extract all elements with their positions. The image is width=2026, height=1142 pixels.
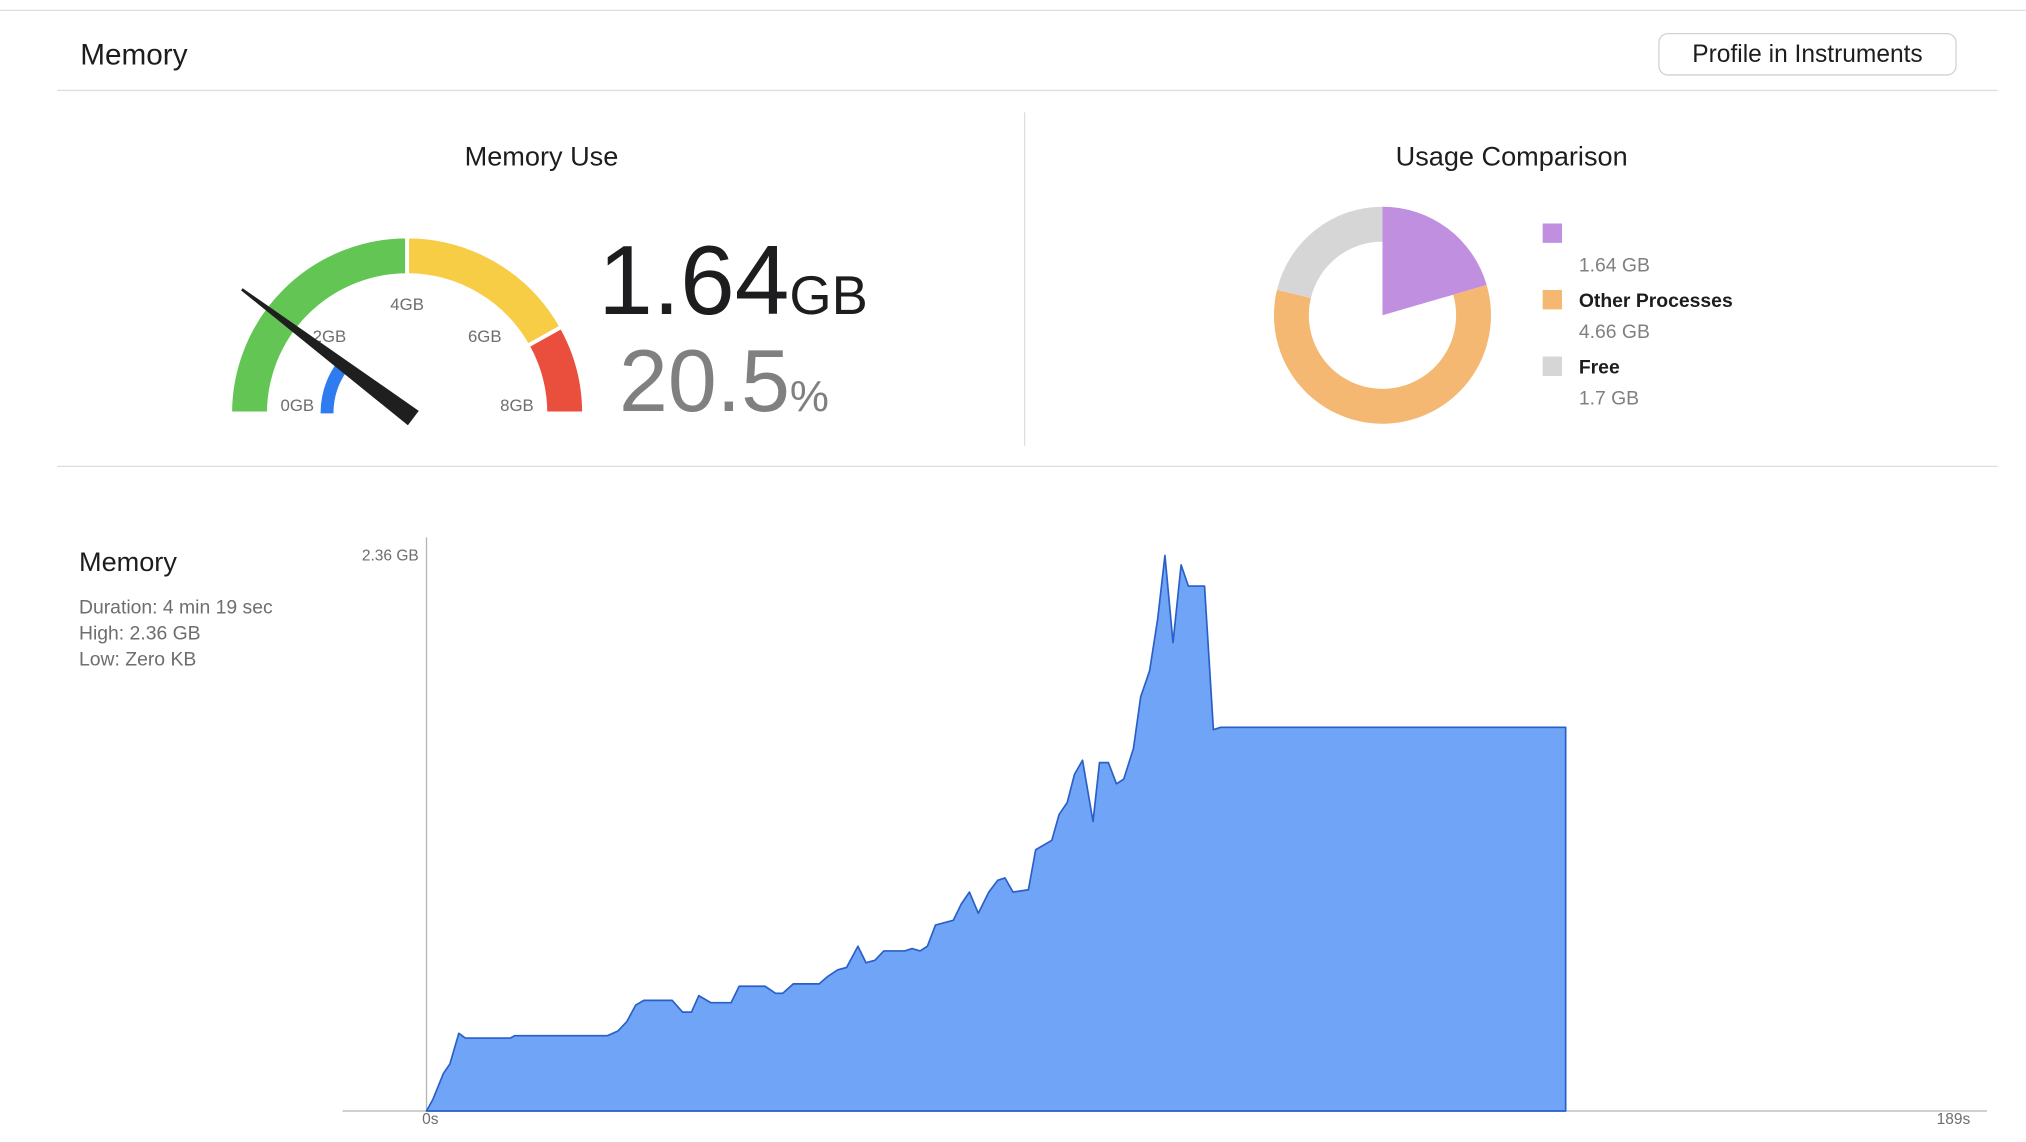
usage-slice — [1382, 206, 1487, 316]
usage-slice — [1273, 284, 1491, 424]
profile-button[interactable] — [1658, 32, 1957, 76]
profile-button-label[interactable]: Profile in Instruments — [1692, 41, 1922, 68]
chart-detail: Duration: 4 min 19 sec — [79, 597, 273, 619]
gauge-percent-unit: % — [790, 372, 829, 421]
chart-detail: Low: Zero KB — [79, 648, 196, 670]
gauge-tick-label: 4GB — [390, 295, 424, 314]
gauge-tick-label: 2GB — [313, 327, 347, 346]
chart-detail: High: 2.36 GB — [79, 622, 201, 644]
gauge-title: Memory Use — [465, 140, 619, 171]
legend-swatch — [1542, 290, 1563, 310]
gauge-percent-readout: 20.5% — [619, 331, 829, 430]
legend-value: 4.66 GB — [1579, 321, 1650, 343]
usage-title: Usage Comparison — [1396, 140, 1628, 171]
y-tick-label: 2.36 GB — [362, 548, 419, 565]
gauge-value: 1.64 — [598, 225, 789, 335]
gauge-tick-label: 6GB — [468, 327, 502, 346]
header-title: Memory — [80, 39, 187, 72]
legend-name: Free — [1579, 356, 1620, 378]
legend-swatch — [1542, 356, 1563, 376]
legend-value: 1.64 GB — [1579, 254, 1650, 276]
chart-title: Memory — [79, 546, 177, 577]
usage-slice — [1276, 206, 1383, 299]
gauge-unit: GB — [789, 266, 867, 326]
gauge-tick-label: 8GB — [500, 396, 534, 415]
gauge-needle — [241, 288, 419, 426]
gauge-tick-label: 0GB — [281, 396, 315, 415]
x-tick-label: 0s — [422, 1111, 439, 1128]
x-tick-label: 189s — [1937, 1111, 1971, 1128]
gauge-readout: 1.64GB — [598, 225, 867, 335]
memory-area — [425, 554, 1567, 1112]
gauge-percent: 20.5 — [619, 331, 790, 430]
legend-value: 1.7 GB — [1579, 387, 1639, 409]
legend-name: Other Processes — [1579, 290, 1733, 312]
gauge-value-arc — [320, 361, 349, 414]
gauge-zone — [525, 324, 587, 416]
legend-swatch — [1542, 223, 1563, 243]
